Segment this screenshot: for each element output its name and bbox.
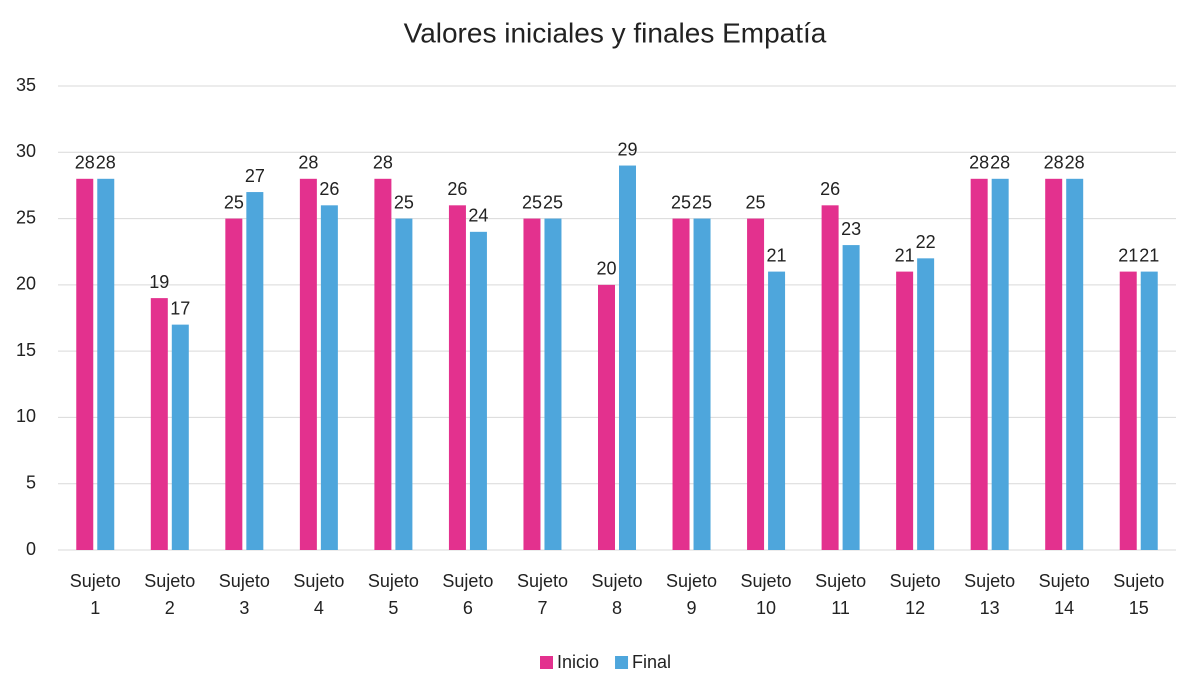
data-label: 25 [692,192,712,212]
bar [523,218,541,551]
data-label: 29 [617,139,637,159]
bar [991,178,1009,551]
x-tick-label: Sujeto 3 [219,571,270,618]
bar [225,218,243,551]
bar [672,218,690,551]
data-label: 28 [969,153,989,173]
data-label: 28 [373,153,393,173]
bar [1119,271,1137,550]
x-tick-label: Sujeto 14 [1039,571,1090,618]
data-label: 25 [522,192,542,212]
data-label: 19 [149,272,169,292]
bar [842,245,860,551]
data-label: 21 [1139,245,1159,265]
bar [747,218,765,551]
y-tick-label: 10 [16,406,36,426]
bar [1066,178,1084,551]
data-label: 25 [746,192,766,212]
bar [598,284,615,550]
x-tick-label: Sujeto 12 [890,571,941,618]
bar [97,178,115,551]
data-label: 21 [895,245,915,265]
bar [320,205,338,551]
x-tick-label: Sujeto 13 [964,571,1015,618]
y-tick-label: 30 [16,141,36,161]
y-tick-label: 20 [16,274,36,294]
data-label: 22 [916,232,936,252]
data-label: 28 [298,153,318,173]
data-label: 25 [671,192,691,212]
data-label: 25 [224,192,244,212]
data-label: 26 [319,179,339,199]
x-tick-label: Sujeto 7 [517,571,568,618]
x-tick-label: Sujeto 8 [591,571,642,618]
legend-label: Inicio [557,652,599,672]
x-tick-label: Sujeto 15 [1113,571,1164,618]
data-label: 21 [1118,245,1138,265]
data-label: 28 [96,153,116,173]
bar [171,324,189,550]
bar [299,178,317,551]
data-label: 27 [245,166,265,186]
x-tick-label: Sujeto 9 [666,571,717,618]
bar [395,218,413,551]
y-tick-label: 5 [26,472,36,492]
bar [544,218,562,551]
data-label: 23 [841,219,861,239]
data-label: 28 [1044,153,1064,173]
y-tick-label: 15 [16,340,36,360]
data-label: 25 [543,192,563,212]
x-tick-label: Sujeto 11 [815,571,866,618]
bar [374,178,392,551]
data-label: 28 [75,153,95,173]
y-tick-label: 35 [16,75,36,95]
chart-title: Valores iniciales y finales Empatía [404,17,827,48]
data-label: 21 [767,245,787,265]
bar [469,231,487,551]
y-tick-label: 25 [16,207,36,227]
bar [768,271,786,550]
bar [821,205,839,551]
bar [693,218,711,551]
legend-label: Final [632,652,671,672]
x-tick-label: Sujeto 1 [70,571,121,618]
bar [917,258,935,550]
legend-swatch [615,656,629,669]
x-tick-label: Sujeto 6 [442,571,493,618]
legend-swatch [540,656,553,669]
bar [619,165,636,551]
data-label: 26 [820,179,840,199]
data-label: 28 [1065,153,1085,173]
y-tick-label: 0 [26,539,36,559]
x-tick-label: Sujeto 4 [293,571,344,618]
data-label: 26 [447,179,467,199]
bar [970,178,988,551]
x-tick-label: Sujeto 2 [144,571,195,618]
x-tick-label: Sujeto 5 [368,571,419,618]
bar [1045,178,1063,551]
x-tick-label: Sujeto 10 [741,571,792,618]
bar [1140,271,1158,550]
bar [246,192,264,551]
data-label: 17 [170,298,190,318]
bar [448,205,466,551]
data-label: 25 [394,192,414,212]
data-label: 20 [596,259,616,279]
bar [76,178,94,551]
bar [150,298,168,550]
bar [896,271,914,550]
data-label: 28 [990,153,1010,173]
data-label: 24 [468,206,488,226]
